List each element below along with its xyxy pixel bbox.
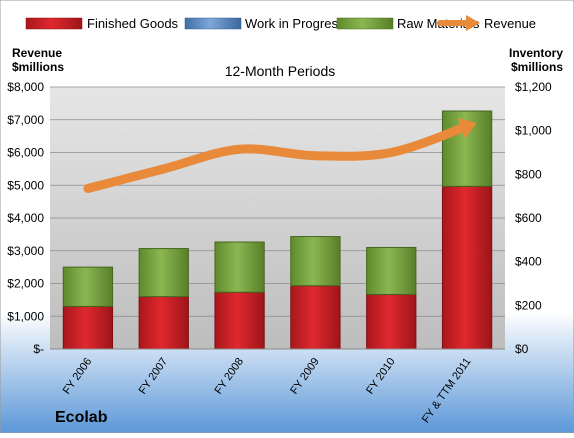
- left-tick-label: $8,000: [7, 80, 44, 94]
- right-tick-label: $600: [515, 211, 542, 225]
- left-tick-label: $1,000: [7, 309, 44, 323]
- legend-label-finished-goods: Finished Goods: [87, 16, 179, 31]
- right-tick-label: $0: [515, 342, 529, 356]
- left-axis-label-line2: $millions: [12, 60, 64, 74]
- revenue-line: [83, 121, 472, 194]
- bar-raw-materials: [138, 248, 189, 298]
- left-tick-label: $6,000: [7, 146, 44, 160]
- bar-raw-materials: [366, 246, 417, 295]
- left-tick-label: $-: [33, 342, 44, 356]
- left-tick-label: $2,000: [7, 277, 44, 291]
- right-axis-label-line1: Inventory: [509, 46, 563, 60]
- right-tick-label: $1,200: [515, 80, 552, 94]
- revenue-arrowhead: [457, 117, 477, 139]
- chart-title: 12-Month Periods: [225, 63, 336, 79]
- right-axis-ticks: $0 $200 $400 $600 $800 $1,000 $1,200: [515, 80, 552, 356]
- legend-label-work-in-progress: Work in Progress: [245, 16, 345, 31]
- legend-swatch-finished-goods: [25, 17, 83, 30]
- bar-raw-materials: [62, 266, 114, 307]
- bar-raw-materials: [214, 241, 265, 293]
- right-tick-label: $1,000: [515, 124, 552, 138]
- right-tick-label: $200: [515, 298, 542, 312]
- bar-finished-goods: [290, 285, 341, 350]
- legend-label-revenue: Revenue: [484, 16, 536, 31]
- left-tick-label: $5,000: [7, 178, 44, 192]
- left-axis-ticks: $- $1,000 $2,000 $3,000 $4,000 $5,000 $6,000 $7…: [7, 80, 44, 356]
- bar-finished-goods: [441, 185, 493, 350]
- bar-raw-materials: [290, 236, 341, 287]
- legend-swatch-raw-materials: [336, 17, 394, 30]
- right-tick-label: $400: [515, 255, 542, 269]
- bar-finished-goods: [62, 305, 114, 350]
- legend-swatch-work-in-progress: [184, 17, 242, 30]
- bar-finished-goods: [214, 291, 265, 350]
- left-axis-label-line1: Revenue: [12, 46, 62, 60]
- company-name: Ecolab: [55, 409, 108, 426]
- bar-finished-goods: [366, 293, 417, 350]
- left-tick-label: $3,000: [7, 244, 44, 258]
- left-tick-label: $4,000: [7, 211, 44, 225]
- bars: [62, 110, 493, 350]
- legend-swatch-revenue: [437, 15, 480, 31]
- right-tick-label: $800: [515, 167, 542, 181]
- revenue-line-group: [83, 117, 477, 194]
- right-axis-label-line2: $millions: [511, 60, 563, 74]
- left-tick-label: $7,000: [7, 113, 44, 127]
- bar-finished-goods: [138, 296, 189, 350]
- legend: Finished Goods Work in Progress Raw Mate…: [25, 15, 536, 31]
